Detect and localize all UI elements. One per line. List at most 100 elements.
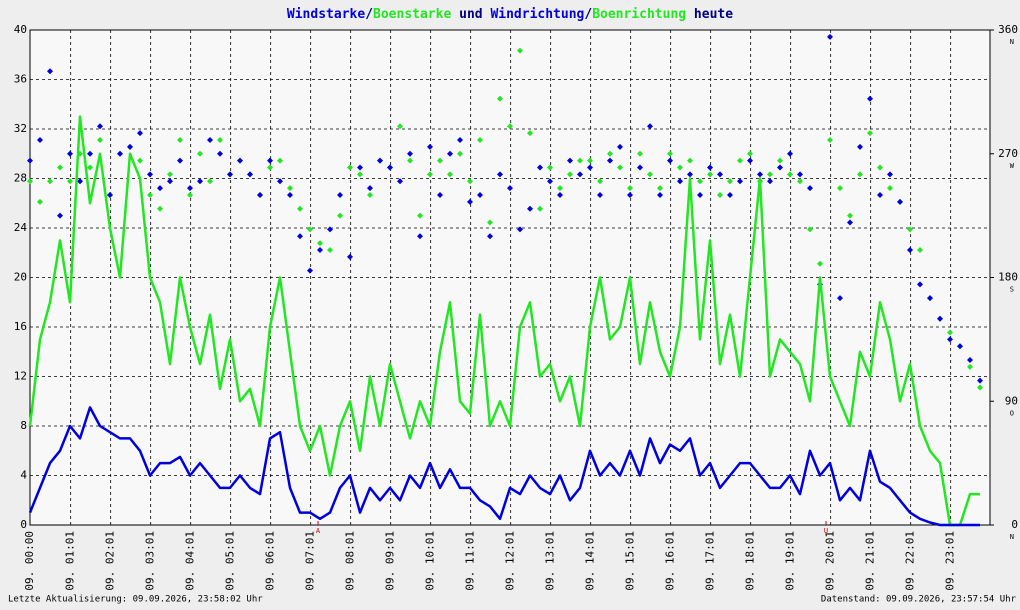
- direction-point: [147, 171, 153, 178]
- direction-point: [87, 150, 93, 157]
- direction-point: [537, 205, 543, 212]
- direction-point: [847, 212, 853, 219]
- direction-point: [727, 178, 733, 185]
- direction-point: [797, 171, 803, 178]
- direction-point: [237, 157, 243, 164]
- direction-point: [177, 157, 183, 164]
- series-line: [28, 406, 980, 527]
- direction-point: [697, 178, 703, 185]
- direction-point: [467, 178, 473, 185]
- title-joiner: heute: [686, 7, 733, 22]
- direction-point: [47, 68, 53, 75]
- direction-point: [547, 164, 553, 171]
- direction-point: [557, 192, 563, 198]
- direction-point: [427, 143, 433, 150]
- direction-point: [717, 171, 723, 178]
- direction-point: [967, 363, 973, 370]
- direction-point: [707, 171, 713, 178]
- direction-point: [217, 137, 223, 143]
- direction-point: [517, 226, 523, 233]
- direction-point: [867, 95, 873, 102]
- direction-point: [857, 171, 863, 178]
- direction-point: [517, 47, 523, 54]
- direction-point: [27, 157, 33, 164]
- direction-point: [687, 171, 693, 178]
- y-tick-label: 36: [14, 73, 27, 86]
- direction-point: [187, 185, 193, 192]
- direction-point: [967, 357, 973, 363]
- direction-point: [277, 157, 283, 164]
- direction-point: [777, 157, 783, 164]
- direction-point: [347, 253, 353, 260]
- direction-point: [617, 164, 623, 171]
- direction-point: [647, 123, 653, 130]
- direction-point: [487, 219, 493, 226]
- y2-compass-label: W: [1010, 162, 1015, 170]
- direction-point: [787, 171, 793, 178]
- direction-point: [527, 130, 533, 137]
- direction-point: [907, 226, 913, 233]
- direction-point: [157, 205, 163, 212]
- direction-point: [677, 164, 683, 171]
- direction-point: [437, 192, 443, 198]
- direction-point: [507, 123, 513, 130]
- title-joiner: /: [584, 7, 592, 22]
- direction-point: [347, 164, 353, 171]
- direction-point: [737, 178, 743, 185]
- direction-point: [167, 178, 173, 185]
- x-tick-label: 09. 22:01: [904, 531, 917, 591]
- direction-point: [647, 171, 653, 178]
- direction-point: [67, 178, 73, 185]
- direction-point: [407, 150, 413, 157]
- direction-point: [857, 143, 863, 150]
- direction-point: [387, 164, 393, 171]
- direction-point: [307, 226, 313, 233]
- y-tick-label: 8: [20, 419, 27, 432]
- direction-point: [57, 212, 63, 219]
- direction-point: [397, 178, 403, 185]
- direction-point: [587, 164, 593, 171]
- direction-point: [947, 329, 953, 336]
- direction-point: [497, 95, 503, 102]
- direction-point: [257, 192, 263, 198]
- direction-point: [87, 164, 93, 171]
- direction-point: [477, 192, 483, 198]
- direction-point: [277, 178, 283, 185]
- x-tick-label: 09. 02:01: [104, 531, 117, 591]
- x-tick-label: 09. 04:01: [184, 531, 197, 591]
- direction-point: [667, 157, 673, 164]
- direction-point: [377, 157, 383, 164]
- y-tick-label: 24: [14, 221, 28, 234]
- x-tick-label: 09. 21:01: [864, 531, 877, 591]
- direction-point: [917, 281, 923, 288]
- y2-compass-label: S: [1010, 286, 1014, 294]
- direction-point: [977, 384, 983, 391]
- direction-point: [187, 192, 193, 198]
- direction-point: [297, 233, 303, 240]
- x-tick-label: 09. 19:01: [784, 531, 797, 591]
- direction-point: [27, 178, 33, 185]
- direction-point: [887, 171, 893, 178]
- direction-point: [797, 178, 803, 185]
- direction-point: [687, 157, 693, 164]
- y-tick-label: 16: [14, 320, 27, 333]
- x-tick-label: 09. 07:01: [304, 531, 317, 591]
- direction-point: [97, 137, 103, 143]
- x-tick-label: 09. 16:01: [664, 531, 677, 591]
- direction-point: [847, 219, 853, 226]
- x-tick-label: 09. 23:01: [944, 531, 957, 591]
- direction-point: [947, 336, 953, 343]
- footer-right: Datenstand: 09.09.2026, 23:57:54 Uhr: [821, 595, 1017, 605]
- direction-point: [627, 185, 633, 192]
- direction-point: [317, 240, 323, 247]
- direction-point: [867, 130, 873, 137]
- direction-point: [837, 295, 843, 302]
- direction-point: [767, 171, 773, 178]
- x-tick-label: 09. 10:01: [424, 531, 437, 591]
- direction-point: [337, 192, 343, 198]
- direction-point: [727, 192, 733, 198]
- direction-point: [667, 150, 673, 157]
- direction-point: [317, 247, 323, 253]
- direction-point: [937, 315, 943, 322]
